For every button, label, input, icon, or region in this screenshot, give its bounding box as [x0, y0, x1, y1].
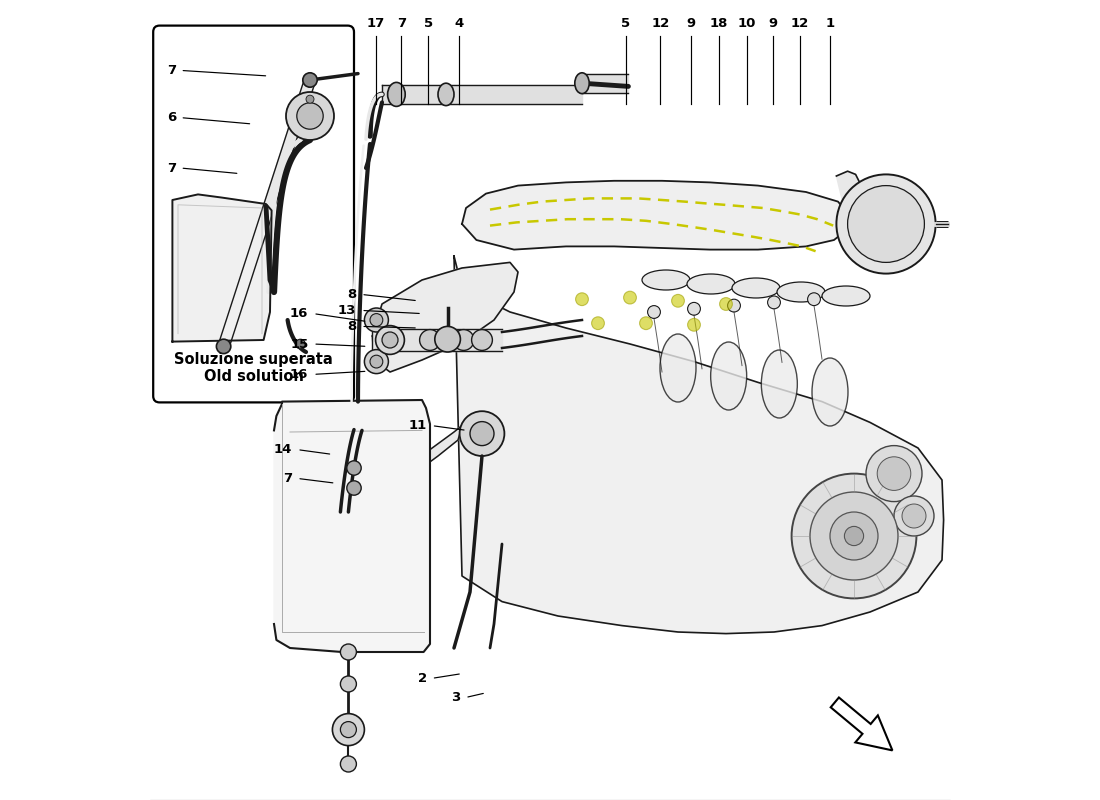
- Circle shape: [768, 296, 780, 309]
- Circle shape: [346, 461, 361, 475]
- Polygon shape: [274, 400, 430, 652]
- Circle shape: [727, 299, 740, 312]
- Text: 2: 2: [418, 672, 427, 685]
- Text: 12: 12: [651, 18, 670, 30]
- Circle shape: [792, 474, 916, 598]
- Text: 14: 14: [274, 443, 293, 456]
- Text: 10: 10: [738, 18, 756, 30]
- Circle shape: [217, 339, 231, 354]
- Text: 18: 18: [710, 18, 728, 30]
- Circle shape: [688, 318, 701, 331]
- Circle shape: [375, 326, 405, 354]
- Ellipse shape: [822, 286, 870, 306]
- FancyArrow shape: [830, 698, 892, 750]
- Circle shape: [810, 492, 898, 580]
- Text: 1: 1: [825, 18, 835, 30]
- Circle shape: [866, 446, 922, 502]
- Text: 11: 11: [408, 419, 427, 432]
- Polygon shape: [454, 256, 944, 634]
- Circle shape: [382, 332, 398, 348]
- Text: 16: 16: [290, 368, 308, 381]
- Text: 13: 13: [338, 304, 356, 317]
- Circle shape: [302, 73, 317, 87]
- Ellipse shape: [387, 82, 405, 106]
- Circle shape: [688, 302, 701, 315]
- Circle shape: [434, 326, 461, 352]
- Circle shape: [436, 330, 456, 350]
- Circle shape: [306, 95, 313, 103]
- Circle shape: [340, 644, 356, 660]
- Ellipse shape: [688, 274, 735, 294]
- Circle shape: [902, 504, 926, 528]
- Circle shape: [830, 512, 878, 560]
- Text: 9: 9: [686, 18, 695, 30]
- Text: europart: europart: [509, 421, 783, 475]
- FancyBboxPatch shape: [153, 26, 354, 402]
- Text: 4: 4: [454, 18, 463, 30]
- Text: Soluzione superata
Old solution: Soluzione superata Old solution: [174, 352, 333, 384]
- Text: 5: 5: [621, 18, 630, 30]
- Text: 12: 12: [791, 18, 808, 30]
- Circle shape: [340, 756, 356, 772]
- Polygon shape: [218, 78, 316, 348]
- Polygon shape: [173, 194, 272, 342]
- Text: 15: 15: [290, 338, 308, 350]
- Circle shape: [340, 722, 356, 738]
- Ellipse shape: [777, 282, 825, 302]
- Text: 8: 8: [348, 320, 356, 333]
- Circle shape: [370, 355, 383, 368]
- Circle shape: [894, 496, 934, 536]
- Circle shape: [639, 317, 652, 330]
- Circle shape: [297, 102, 323, 130]
- Circle shape: [807, 293, 821, 306]
- Text: 16: 16: [290, 307, 308, 320]
- Ellipse shape: [732, 278, 780, 298]
- Ellipse shape: [711, 342, 747, 410]
- Polygon shape: [373, 262, 518, 372]
- Circle shape: [648, 306, 660, 318]
- Text: 17: 17: [366, 18, 385, 30]
- Text: accessori per macchine sportive: accessori per macchine sportive: [499, 507, 792, 525]
- Text: 6: 6: [167, 111, 177, 124]
- Text: 7: 7: [284, 472, 293, 485]
- Circle shape: [672, 294, 684, 307]
- Circle shape: [340, 676, 356, 692]
- Ellipse shape: [812, 358, 848, 426]
- Text: 3: 3: [451, 691, 461, 704]
- Circle shape: [364, 350, 388, 374]
- Circle shape: [719, 298, 733, 310]
- Polygon shape: [362, 426, 462, 512]
- Circle shape: [592, 317, 604, 330]
- Ellipse shape: [642, 270, 690, 290]
- Ellipse shape: [438, 83, 454, 106]
- Ellipse shape: [761, 350, 798, 418]
- Text: 7: 7: [167, 162, 177, 174]
- Circle shape: [364, 308, 388, 332]
- Circle shape: [453, 330, 474, 350]
- Circle shape: [845, 526, 864, 546]
- Text: 8: 8: [348, 288, 356, 301]
- Circle shape: [332, 714, 364, 746]
- Circle shape: [346, 481, 361, 495]
- Polygon shape: [836, 171, 860, 216]
- Circle shape: [370, 314, 383, 326]
- Text: 5: 5: [424, 18, 433, 30]
- Circle shape: [460, 411, 505, 456]
- Ellipse shape: [660, 334, 696, 402]
- Circle shape: [877, 457, 911, 490]
- Circle shape: [836, 174, 936, 274]
- Circle shape: [296, 339, 305, 349]
- Circle shape: [848, 186, 924, 262]
- Text: 7: 7: [167, 64, 177, 77]
- Polygon shape: [462, 181, 850, 250]
- Ellipse shape: [575, 73, 590, 94]
- Text: 7: 7: [397, 18, 406, 30]
- Circle shape: [419, 330, 440, 350]
- Circle shape: [624, 291, 637, 304]
- Circle shape: [286, 92, 334, 140]
- Circle shape: [575, 293, 589, 306]
- Circle shape: [472, 330, 493, 350]
- Circle shape: [470, 422, 494, 446]
- Text: 9: 9: [769, 18, 778, 30]
